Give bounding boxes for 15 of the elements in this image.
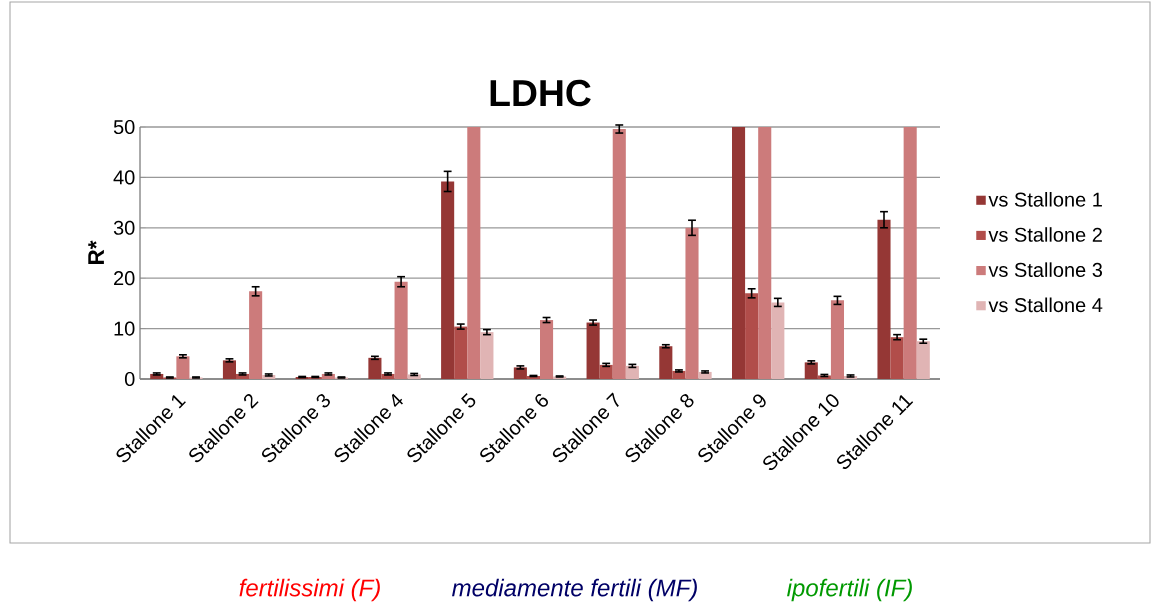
legend-label: vs Stallone 1 <box>988 192 1102 207</box>
legend-label: vs Stallone 2 <box>988 227 1102 242</box>
text: mediamente fertili (MF) <box>452 578 697 602</box>
y-axis-title: R* <box>88 240 104 265</box>
y-tick-label: 40 <box>113 170 135 185</box>
y-tick-label: 0 <box>124 371 135 387</box>
text: ipofertili (IF) <box>787 578 912 602</box>
y-tick-label: 30 <box>113 220 135 235</box>
y-tick-label: 10 <box>114 321 135 336</box>
y-tick-label: 20 <box>114 271 135 286</box>
legend-label: vs Stallone 3 <box>988 262 1103 278</box>
y-tick-label: 50 <box>113 119 135 135</box>
chart-title: LDHC <box>490 79 591 107</box>
legend-label: vs Stallone 4 <box>988 297 1103 313</box>
text: fertilissimi (F) <box>239 578 380 602</box>
